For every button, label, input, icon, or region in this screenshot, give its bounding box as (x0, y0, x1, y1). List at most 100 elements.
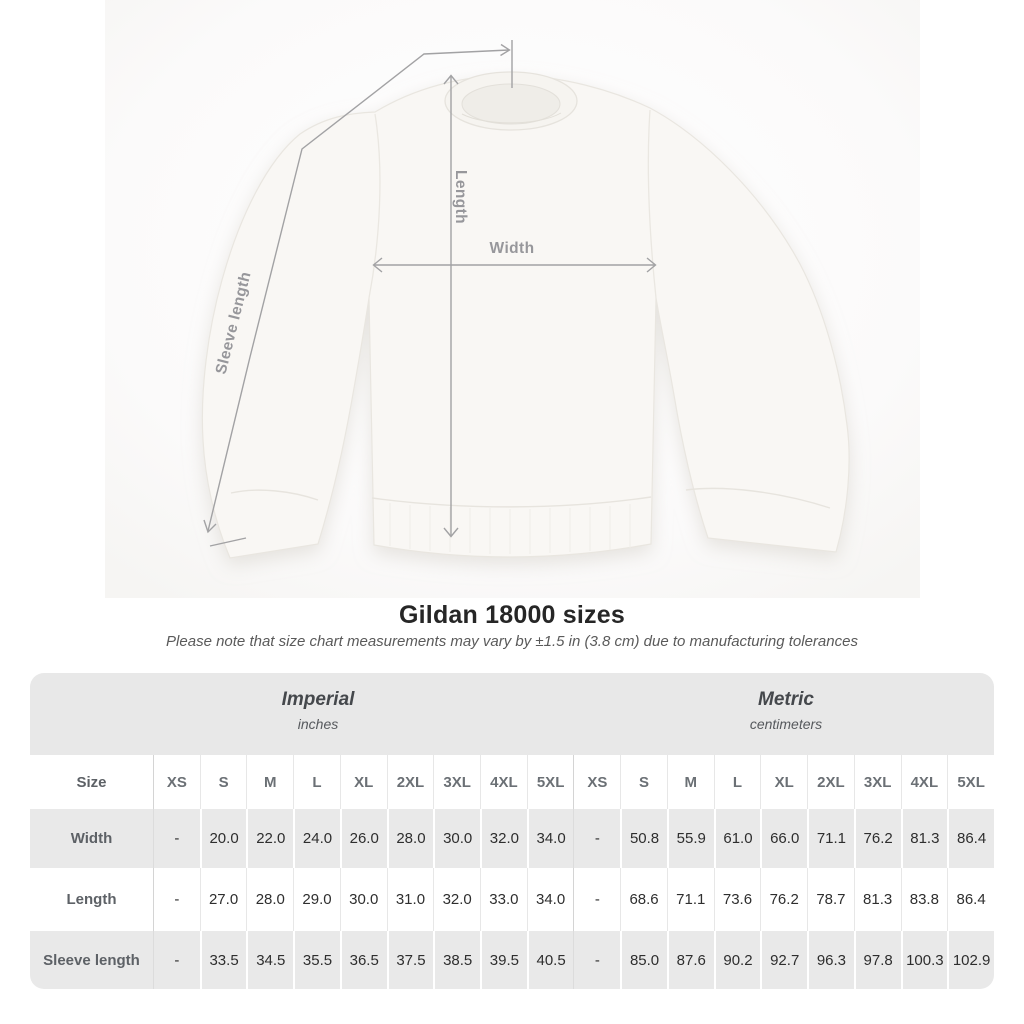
row-label: Length (66, 891, 117, 908)
table-cell-metric: 100.3 (900, 931, 948, 989)
table-cell-imperial: 28.0 (386, 809, 434, 868)
measurement-lines (203, 40, 657, 547)
table-cell-imperial: - (153, 809, 200, 868)
table-cell-imperial: 34.5 (246, 931, 293, 989)
table-cell-metric: 71.1 (807, 809, 854, 868)
size-col-header-imperial: L (293, 755, 340, 809)
unit-group-imperial: Imperial inches (282, 688, 355, 734)
collar-inner (461, 83, 561, 125)
width-arrow (372, 257, 657, 273)
size-col-header-imperial: S (199, 755, 247, 809)
size-col-header-metric: XS (573, 755, 620, 809)
size-col-header-metric: 3XL (853, 755, 901, 809)
table-cell-metric: 50.8 (620, 809, 667, 868)
sleeve-length-line (203, 40, 513, 547)
table-cell-metric: 71.1 (666, 868, 714, 931)
size-col-header-imperial: XS (153, 755, 200, 809)
table-cell-metric: 83.8 (900, 868, 948, 931)
table-cell-imperial: 39.5 (480, 931, 527, 989)
size-corner-header: Size (76, 773, 107, 791)
row-label: Width (70, 830, 113, 847)
table-cell-imperial: 30.0 (339, 868, 387, 931)
unit-header: Imperial inches Metric centimeters (30, 673, 994, 755)
imperial-unit-label: inches (297, 716, 339, 732)
table-cell-metric: 61.0 (713, 809, 761, 868)
size-col-header-metric: 4XL (900, 755, 948, 809)
table-cell-metric: 92.7 (760, 931, 807, 989)
size-col-header-imperial: 5XL (526, 755, 574, 809)
size-col-header-metric: 2XL (807, 755, 854, 809)
hem-ribbing (389, 503, 631, 554)
table-cell-imperial: 20.0 (199, 809, 247, 868)
size-col-header-imperial: M (246, 755, 293, 809)
length-arrow (443, 74, 459, 538)
table-cell-metric: 96.3 (807, 931, 854, 989)
page-subtitle: Please note that size chart measurements… (166, 633, 858, 650)
table-cell-imperial: 35.5 (293, 931, 340, 989)
size-header-row: Size XS S M L XL 2XL 3XL 4XL 5XL XS S M L XL 2XL 3XL 4XL 5… (30, 755, 994, 809)
table-cell-metric: 86.4 (947, 809, 994, 868)
size-table: Size XS S M L XL 2XL 3XL 4XL 5XL XS S M L XL 2XL 3XL 4XL 5… (30, 755, 994, 989)
table-cell-metric: 102.9 (947, 931, 994, 989)
size-table-body: Width -20.0 22.0 24.0 26.0 28.0 30.0 32.0 34.0-5… (30, 809, 994, 989)
table-row: Length -27.0 28.0 29.0 30.0 31.0 32.0 33.0 34.0-… (30, 868, 994, 931)
table-cell-imperial: 34.0 (526, 868, 574, 931)
size-col-header-metric: 5XL (947, 755, 994, 809)
length-label: Length (452, 170, 469, 224)
product-photo-section: Length Width Sleeve length (105, 0, 920, 598)
table-cell-metric: 55.9 (666, 809, 714, 868)
right-cuff-seam (685, 487, 831, 509)
table-cell-metric: 87.6 (666, 931, 714, 989)
left-armhole-seam (368, 113, 381, 299)
table-cell-imperial: 32.0 (433, 868, 480, 931)
table-cell-imperial: 29.0 (293, 868, 340, 931)
title-block: Gildan 18000 sizes Please note that size… (0, 600, 1024, 652)
table-cell-metric: 73.6 (713, 868, 761, 931)
size-col-header-metric: S (620, 755, 667, 809)
hem-seam (371, 496, 652, 508)
table-cell-metric: 76.2 (853, 809, 901, 868)
imperial-label: Imperial (281, 689, 355, 710)
table-cell-imperial: 33.5 (199, 931, 247, 989)
table-cell-imperial: 28.0 (246, 868, 293, 931)
table-cell-imperial: 27.0 (199, 868, 247, 931)
size-col-header-imperial: 3XL (433, 755, 480, 809)
sweatshirt-illustration (201, 71, 850, 559)
table-cell-imperial: 33.0 (480, 868, 527, 931)
table-cell-metric: 66.0 (760, 809, 807, 868)
table-cell-imperial: 22.0 (246, 809, 293, 868)
table-cell-metric: 86.4 (947, 868, 994, 931)
table-cell-imperial: 38.5 (433, 931, 480, 989)
table-cell-imperial: - (153, 868, 200, 931)
metric-label: Metric (758, 689, 814, 710)
table-cell-imperial: 31.0 (386, 868, 434, 931)
size-col-header-imperial: 2XL (386, 755, 434, 809)
row-label: Sleeve length (43, 951, 140, 969)
right-armhole-seam (647, 109, 657, 299)
table-cell-imperial: 37.5 (386, 931, 434, 989)
table-cell-metric: - (573, 809, 620, 868)
table-row: Sleeve length -33.5 34.5 35.5 36.5 37.5 38.5 39… (30, 931, 994, 989)
table-cell-metric: 76.2 (760, 868, 807, 931)
sweatshirt-measurement-diagram: Length Width Sleeve length (105, 0, 920, 598)
left-cuff-seam (230, 489, 319, 501)
table-cell-imperial: 26.0 (339, 809, 387, 868)
width-label: Width (490, 240, 535, 257)
table-cell-metric: 81.3 (900, 809, 948, 868)
table-cell-imperial: 30.0 (433, 809, 480, 868)
table-cell-imperial: - (153, 931, 200, 989)
table-cell-metric: 78.7 (807, 868, 854, 931)
table-cell-imperial: 32.0 (480, 809, 527, 868)
table-cell-metric: 90.2 (713, 931, 761, 989)
metric-unit-label: centimeters (749, 716, 823, 732)
table-cell-metric: 68.6 (620, 868, 667, 931)
unit-group-metric: Metric centimeters (750, 688, 822, 734)
size-col-header-imperial: XL (339, 755, 387, 809)
table-cell-metric: - (573, 868, 620, 931)
table-cell-metric: 97.8 (853, 931, 901, 989)
size-col-header-imperial: 4XL (480, 755, 527, 809)
size-col-header-metric: L (713, 755, 761, 809)
table-cell-imperial: 34.0 (526, 809, 574, 868)
table-cell-metric: 81.3 (853, 868, 901, 931)
size-col-header-metric: M (666, 755, 714, 809)
